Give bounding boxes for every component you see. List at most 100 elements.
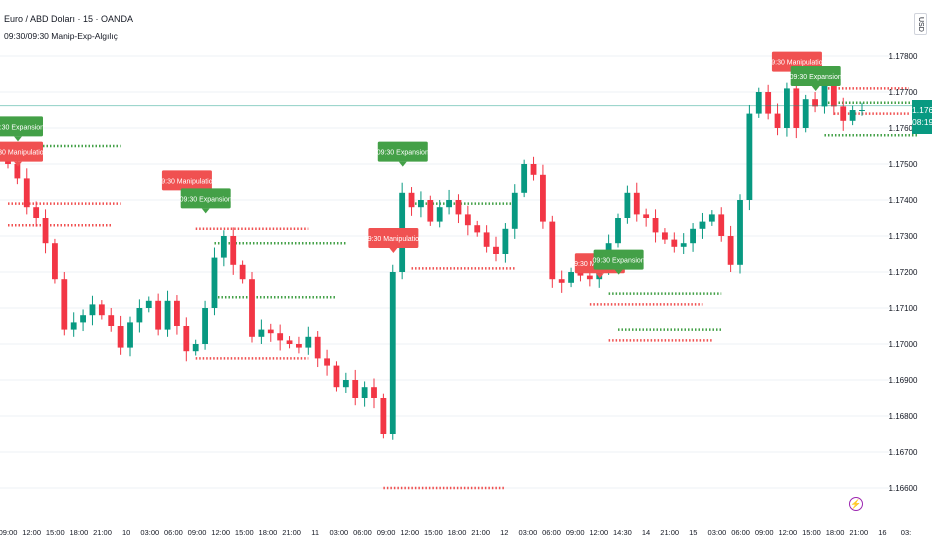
annotation-label: 09:30 Expansion — [790, 74, 842, 81]
candle-body — [314, 336, 321, 359]
x-tick-label: 15:00 — [235, 528, 254, 537]
x-tick-label: 16 — [878, 528, 886, 537]
candle-body — [192, 344, 199, 352]
candle-body — [249, 279, 255, 337]
current-price-value: 1.17662 — [912, 105, 932, 115]
candle-body — [793, 88, 800, 128]
candle-body — [830, 84, 837, 107]
candle-body — [220, 236, 227, 258]
candle-body — [568, 272, 574, 283]
x-tick-label: 09:00 — [566, 528, 585, 537]
candle-body — [755, 92, 762, 114]
candle-body — [821, 84, 828, 107]
candle-body — [117, 326, 124, 348]
x-tick-label: 03:00 — [519, 528, 538, 537]
candle-body — [483, 232, 490, 247]
lightning-icon[interactable]: ⚡ — [849, 497, 863, 511]
y-tick-label: 1.17100 — [889, 304, 918, 313]
x-tick-label: 06:00 — [353, 528, 372, 537]
candle-body — [493, 246, 499, 254]
x-tick-label: 21:00 — [660, 528, 679, 537]
y-tick-label: 1.17200 — [889, 268, 918, 277]
candle-body — [840, 106, 847, 121]
annotation-label: 09:30 Expansion — [0, 124, 44, 131]
level-lines — [8, 87, 919, 490]
x-tick-label: 21:00 — [849, 528, 868, 537]
x-tick-label: 15 — [689, 528, 697, 537]
annotation-box-manipulation — [161, 170, 212, 191]
candle-body — [502, 228, 509, 254]
candle-body — [127, 322, 133, 348]
candle-body — [267, 329, 274, 334]
candle-body — [549, 221, 556, 280]
candle-body — [718, 214, 725, 236]
candle-body — [624, 192, 631, 218]
annotation-box-expansion — [790, 66, 841, 86]
candle-body — [155, 300, 162, 330]
annotation-box-expansion — [180, 188, 231, 209]
annotation-box-manipulation — [368, 228, 419, 248]
candle-body — [70, 322, 77, 330]
annotation-label: 09:30 Manipulation — [157, 178, 216, 185]
candle-body — [108, 315, 115, 326]
y-tick-label: 1.17300 — [889, 232, 918, 241]
annotation-label: 09:30 Expansion — [377, 150, 429, 157]
candle-body — [737, 200, 743, 265]
candle-body — [324, 358, 330, 366]
candle-body — [708, 214, 715, 222]
candle-body — [42, 218, 49, 244]
candle-body — [33, 207, 40, 218]
annotation-pointer — [389, 248, 398, 253]
x-tick-label: 12:00 — [211, 528, 230, 537]
x-tick-label: 12:00 — [589, 528, 608, 537]
x-axis[interactable]: 09:00 12:00 15:00 18:00 21:00 10 03:00 06:00 09:… — [0, 528, 911, 537]
x-tick-label: 06:00 — [731, 528, 750, 537]
x-tick-label: 12:00 — [22, 528, 41, 537]
x-tick-label: 06:00 — [164, 528, 183, 537]
x-tick-label: 18:00 — [259, 528, 278, 537]
countdown-value: 08:19 — [912, 117, 932, 127]
candle-body — [774, 113, 781, 128]
currency-button[interactable]: USD — [914, 13, 927, 35]
candle-body — [61, 279, 68, 330]
candle-body — [164, 300, 171, 330]
y-tick-label: 1.17000 — [889, 340, 918, 349]
candle-body — [455, 200, 462, 215]
candle-body — [202, 308, 208, 344]
y-axis[interactable]: 1.17800 1.17700 1.17600 1.17500 1.17400 1.173… — [889, 52, 918, 493]
symbol-title[interactable]: Euro / ABD Doları · 15 · OANDA — [4, 14, 134, 24]
candle-body — [98, 304, 105, 316]
candle-body — [136, 308, 143, 323]
indicator-title[interactable]: 09:30/09:30 Manip-Exp-Algılıç — [4, 31, 118, 41]
candle-body — [849, 110, 856, 121]
x-tick-label: 15:00 — [424, 528, 443, 537]
x-tick-label: 09:00 — [0, 528, 17, 537]
annotation-label: 09:30 Manipulation — [0, 150, 48, 157]
candle-body — [746, 113, 753, 200]
x-tick-label: 15:00 — [802, 528, 821, 537]
candle-body — [558, 279, 565, 283]
x-tick-label: 03:00 — [329, 528, 348, 537]
x-tick-label: 12:00 — [400, 528, 419, 537]
annotation-label: 09:30 Expansion — [593, 258, 645, 265]
x-tick-label: 03:00 — [708, 528, 727, 537]
x-tick-label: 18:00 — [826, 528, 845, 537]
candle-body — [296, 344, 302, 348]
candle-body — [23, 178, 30, 208]
candle-body — [643, 214, 650, 218]
candle-body — [511, 192, 518, 229]
candle-body — [89, 304, 96, 316]
candle-body — [342, 380, 349, 388]
y-tick-label: 1.17700 — [889, 88, 918, 97]
candle-body — [380, 398, 387, 434]
candle-body — [680, 243, 687, 247]
x-tick-label: 03: — [901, 528, 911, 537]
candle-body — [286, 340, 293, 344]
grid-lines — [0, 55, 905, 489]
x-tick-label: 15:00 — [46, 528, 65, 537]
candle-body — [418, 200, 424, 208]
x-tick-label: 14:30 — [613, 528, 632, 537]
candle-body — [446, 200, 452, 208]
x-tick-label: 14 — [642, 528, 650, 537]
